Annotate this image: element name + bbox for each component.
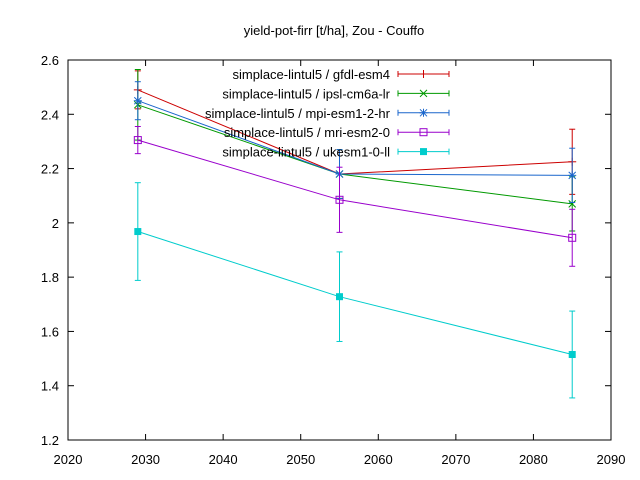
legend-label: simplace-lintul5 / gfdl-esm4 bbox=[232, 67, 390, 82]
x-tick-label: 2090 bbox=[597, 452, 626, 467]
legend-marker bbox=[419, 128, 428, 137]
legend-entry-3: simplace-lintul5 / mpi-esm1-2-hr bbox=[205, 106, 450, 121]
x-tick-label: 2060 bbox=[364, 452, 393, 467]
x-tick-label: 2070 bbox=[441, 452, 470, 467]
legend-marker bbox=[420, 148, 427, 156]
legend-label: simplace-lintul5 / ipsl-cm6a-lr bbox=[222, 86, 390, 101]
y-tick-label: 2.4 bbox=[41, 107, 59, 122]
legend-entry-5: simplace-lintul5 / ukesm1-0-ll bbox=[222, 145, 450, 160]
plot-frame bbox=[67, 59, 612, 441]
legend-entry-1: simplace-lintul5 / gfdl-esm4 bbox=[232, 67, 450, 82]
x-tick-label: 2080 bbox=[519, 452, 548, 467]
y-tick-label: 1.2 bbox=[41, 433, 59, 448]
legend-label: simplace-lintul5 / ukesm1-0-ll bbox=[222, 145, 390, 160]
x-tick-label: 2030 bbox=[131, 452, 160, 467]
legend-marker bbox=[419, 70, 428, 78]
y-tick-label: 1.4 bbox=[41, 379, 59, 394]
legend: simplace-lintul5 / gfdl-esm4 simplace-lin… bbox=[205, 67, 450, 160]
x-tick-label: 2040 bbox=[209, 452, 238, 467]
data-point bbox=[568, 200, 577, 208]
data-point bbox=[134, 228, 142, 236]
x-tick-label: 2050 bbox=[286, 452, 315, 467]
y-tick-label: 2 bbox=[52, 216, 59, 231]
data-point bbox=[568, 351, 576, 358]
series-4 bbox=[133, 126, 577, 267]
data-point bbox=[568, 233, 577, 242]
y-tick-label: 2.2 bbox=[41, 162, 59, 177]
legend-entry-4: simplace-lintul5 / mri-esm2-0 bbox=[224, 125, 450, 140]
y-tick-label: 2.6 bbox=[41, 53, 59, 68]
data-point bbox=[335, 195, 344, 204]
legend-entry-2: simplace-lintul5 / ipsl-cm6a-lr bbox=[222, 86, 450, 101]
y-tick-label: 1.8 bbox=[41, 270, 59, 285]
plot-area bbox=[133, 69, 577, 399]
legend-marker bbox=[419, 89, 428, 98]
data-point bbox=[133, 136, 142, 145]
chart-title: yield-pot-firr [t/ha], Zou - Couffo bbox=[244, 23, 424, 38]
data-point bbox=[568, 171, 577, 180]
series-line bbox=[137, 231, 573, 355]
data-point bbox=[336, 293, 343, 301]
axes: 1.2 1.4 1.6 1.8 2 2.2 2.4 2.6 2020 2030 2040 2050 20… bbox=[41, 53, 626, 467]
legend-label: simplace-lintul5 / mri-esm2-0 bbox=[224, 125, 390, 140]
y-tick-label: 1.6 bbox=[41, 324, 59, 339]
legend-label: simplace-lintul5 / mpi-esm1-2-hr bbox=[205, 106, 391, 121]
data-point bbox=[133, 96, 142, 105]
x-tick-label: 2020 bbox=[54, 452, 83, 467]
series-5 bbox=[134, 182, 576, 399]
legend-marker bbox=[419, 108, 428, 117]
